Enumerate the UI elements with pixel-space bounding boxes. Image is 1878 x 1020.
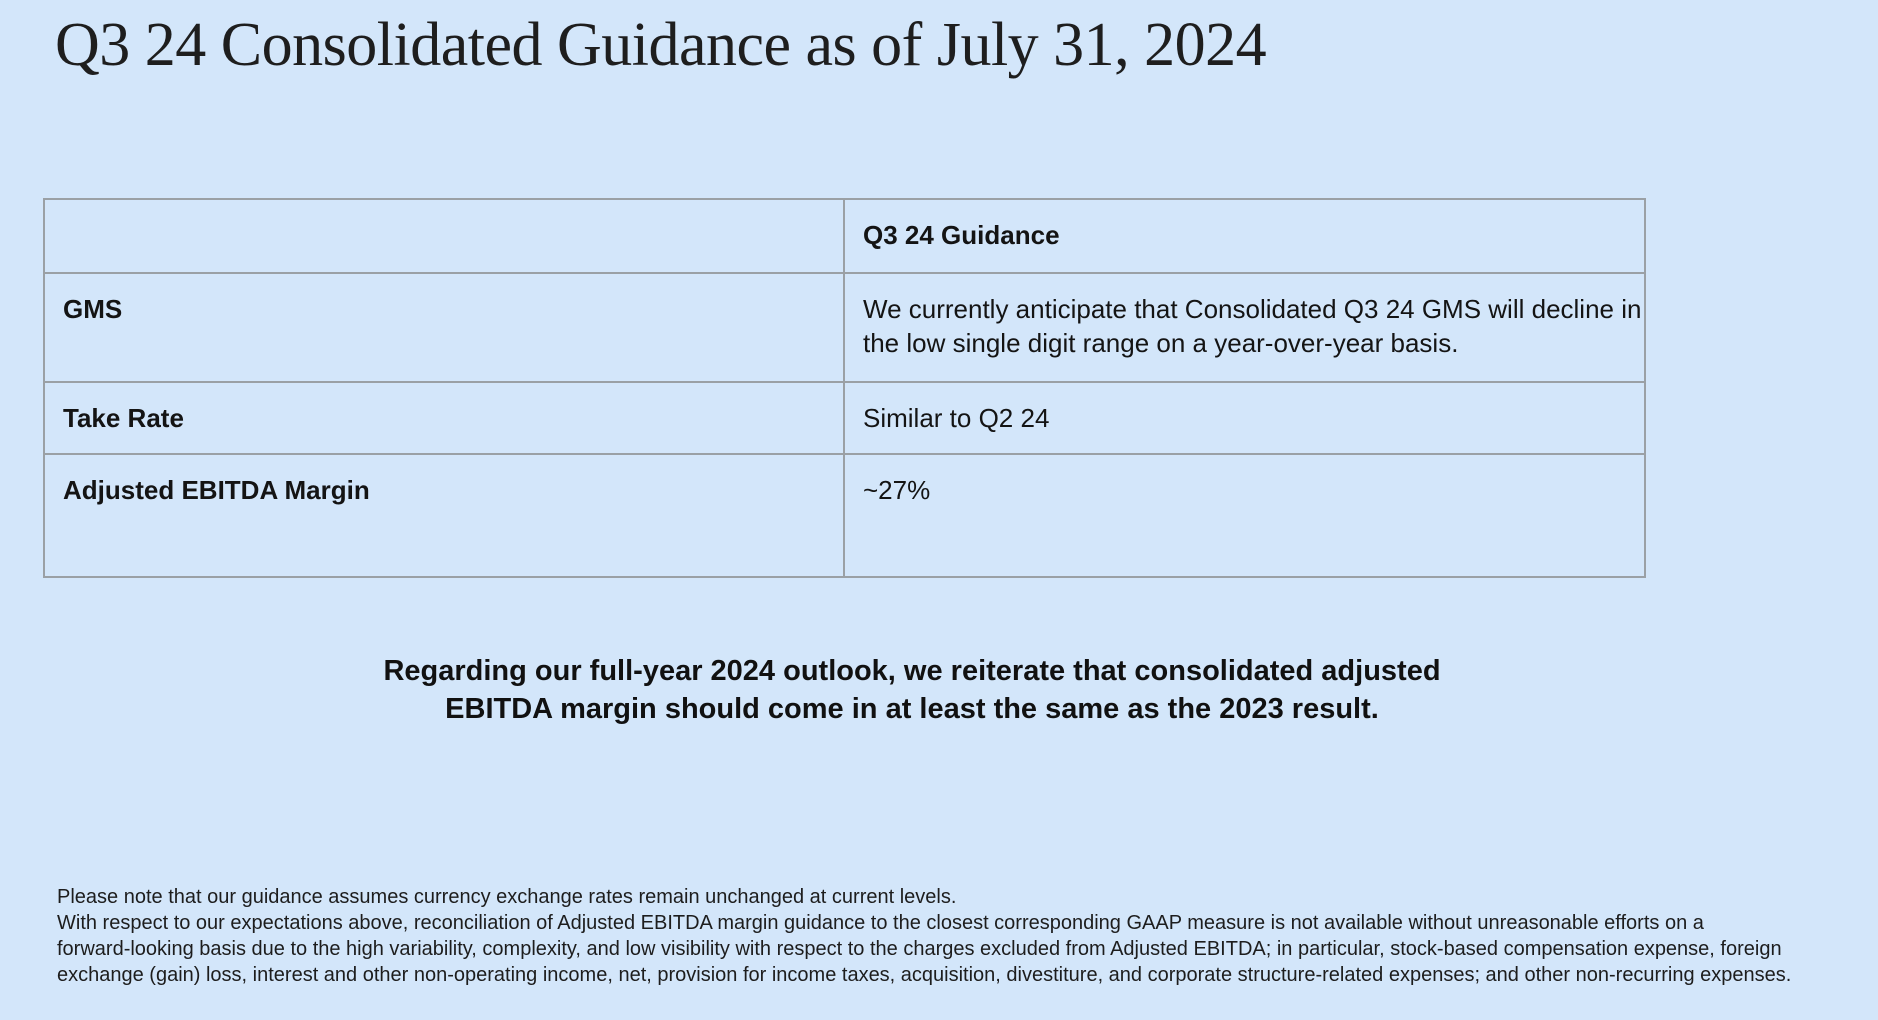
footnote-gaap-reconciliation-line-1: With respect to our expectations above, … xyxy=(57,912,1704,934)
table-row: Adjusted EBITDA Margin ~27% xyxy=(43,453,1646,578)
row-label-take-rate: Take Rate xyxy=(43,381,845,455)
ebitda-margin-value: ~27% xyxy=(863,475,931,505)
outlook-line-1: Regarding our full-year 2024 outlook, we… xyxy=(383,655,1441,687)
row-value-gms: We currently anticipate that Consolidate… xyxy=(843,272,1646,383)
row-value-take-rate: Similar to Q2 24 xyxy=(843,381,1646,455)
gms-value-line-1: We currently anticipate that Consolidate… xyxy=(863,294,1642,324)
row-value-adjusted-ebitda-margin: ~27% xyxy=(843,453,1646,578)
footnotes: Please note that our guidance assumes cu… xyxy=(57,884,1791,988)
guidance-table: Q3 24 Guidance GMS We currently anticipa… xyxy=(43,198,1646,578)
full-year-outlook-statement: Regarding our full-year 2024 outlook, we… xyxy=(0,652,1824,728)
outlook-line-2: EBITDA margin should come in at least th… xyxy=(445,693,1379,725)
gms-value-line-2: the low single digit range on a year-ove… xyxy=(863,328,1459,358)
take-rate-value: Similar to Q2 24 xyxy=(863,403,1050,433)
table-row: Take Rate Similar to Q2 24 xyxy=(43,381,1646,455)
table-row: GMS We currently anticipate that Consoli… xyxy=(43,272,1646,383)
table-header-row: Q3 24 Guidance xyxy=(43,198,1646,274)
row-label-adjusted-ebitda-margin: Adjusted EBITDA Margin xyxy=(43,453,845,578)
page-title: Q3 24 Consolidated Guidance as of July 3… xyxy=(55,11,1267,79)
header-cell-q3-guidance: Q3 24 Guidance xyxy=(843,198,1646,274)
header-cell-empty xyxy=(43,198,845,274)
footnote-gaap-reconciliation-line-2: forward-looking basis due to the high va… xyxy=(57,938,1782,960)
row-label-gms: GMS xyxy=(43,272,845,383)
footnote-currency-assumption: Please note that our guidance assumes cu… xyxy=(57,886,957,908)
footnote-gaap-reconciliation-line-3: exchange (gain) loss, interest and other… xyxy=(57,964,1792,986)
